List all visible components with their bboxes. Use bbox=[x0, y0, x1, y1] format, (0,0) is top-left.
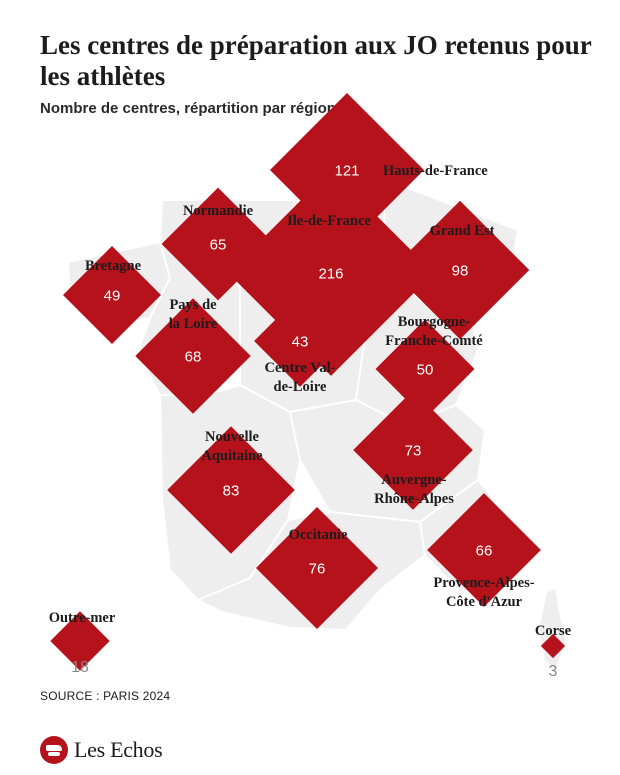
region-label-line: Corse bbox=[535, 623, 572, 639]
region-label-line: la Loire bbox=[169, 316, 218, 332]
brand-logo: Les Echos bbox=[40, 733, 163, 767]
region-label-line: de-Loire bbox=[274, 379, 327, 395]
region-label-provence-alpes-cote-dazur: Provence-Alpes- Côte d'Azur bbox=[433, 575, 534, 610]
marker-bourgogne-franche-comte bbox=[375, 319, 475, 419]
marker-occitanie bbox=[255, 506, 379, 630]
region-label-line: Rhône-Alpes bbox=[374, 491, 454, 507]
value-label-bourgogne-franche-comte: 50 bbox=[417, 362, 434, 379]
region-label-line: Bourgogne- bbox=[398, 314, 471, 330]
region-label-normandie: Normandie bbox=[183, 203, 254, 219]
region-label-line: Pays de bbox=[169, 297, 217, 313]
marker-grand-est bbox=[390, 200, 530, 340]
marker-corse bbox=[540, 633, 566, 659]
chart-title: Les centres de préparation aux JO retenu… bbox=[40, 30, 592, 91]
value-label-grand-est: 98 bbox=[452, 263, 469, 280]
region-label-grand-est: Grand Est bbox=[430, 223, 495, 239]
region-label-centre-val-de-loire: Centre Val-de-Loire bbox=[264, 360, 335, 395]
value-label-hauts-de-france: 121 bbox=[334, 163, 359, 180]
value-label-nouvelle-aquitaine: 83 bbox=[223, 483, 240, 500]
region-markers: 121 Hauts-de-France 65 Normandie 216 Ile-de-F… bbox=[49, 93, 572, 680]
region-label-line: Grand Est bbox=[430, 223, 495, 239]
region-label-line: Provence-Alpes- bbox=[433, 575, 534, 591]
region-label-line: Côte d'Azur bbox=[446, 594, 523, 610]
chart-subtitle: Nombre de centres, répartition par régio… bbox=[40, 100, 336, 117]
region-label-line: Hauts-de-France bbox=[383, 163, 488, 179]
region-label-hauts-de-france: Hauts-de-France bbox=[383, 163, 488, 179]
value-label-pays-de-la-loire: 68 bbox=[185, 349, 202, 366]
brand-name: Les Echos bbox=[74, 737, 163, 762]
region-label-line: Auvergne- bbox=[381, 472, 446, 488]
region-label-ile-de-france: Ile-de-France bbox=[287, 213, 371, 229]
source-note: SOURCE : PARIS 2024 bbox=[40, 689, 171, 703]
region-label-line: Franche-Comté bbox=[385, 333, 483, 349]
marker-auvergne-rhone-alpes bbox=[353, 390, 473, 510]
region-label-line: Aquitaine bbox=[201, 448, 263, 464]
marker-bretagne bbox=[63, 246, 161, 344]
region-label-line: Normandie bbox=[183, 203, 254, 219]
region-label-line: Ile-de-France bbox=[287, 213, 371, 229]
region-label-line: Centre Val- bbox=[264, 360, 335, 376]
value-label-auvergne-rhone-alpes: 73 bbox=[405, 443, 422, 460]
region-label-corse: Corse bbox=[535, 623, 572, 639]
region-label-bretagne: Bretagne bbox=[85, 258, 142, 274]
region-label-pays-de-la-loire: Pays de la Loire bbox=[169, 297, 218, 332]
region-label-line: Outre-mer bbox=[49, 610, 116, 626]
region-label-auvergne-rhone-alpes: Auvergne- Rhône-Alpes bbox=[374, 472, 454, 507]
value-label-corse: 3 bbox=[549, 663, 558, 680]
marker-provence-alpes-cote-dazur bbox=[427, 493, 541, 607]
marker-outre-mer bbox=[50, 611, 110, 671]
value-label-provence-alpes-cote-dazur: 66 bbox=[476, 543, 493, 560]
region-label-line: Occitanie bbox=[289, 527, 348, 543]
region-label-outre-mer: Outre-mer bbox=[49, 610, 116, 626]
region-label-bourgogne-franche-comte: Bourgogne- Franche-Comté bbox=[385, 314, 483, 349]
les-echos-logo-icon bbox=[40, 736, 68, 764]
marker-pays-de-la-loire bbox=[135, 298, 251, 414]
region-label-line: Nouvelle bbox=[205, 429, 260, 445]
marker-nouvelle-aquitaine bbox=[167, 426, 295, 554]
value-label-centre-val-de-loire: 43 bbox=[292, 334, 309, 351]
value-label-occitanie: 76 bbox=[309, 561, 326, 578]
marker-centre-val-de-loire bbox=[254, 295, 346, 387]
value-label-ile-de-france: 216 bbox=[318, 266, 343, 283]
region-label-nouvelle-aquitaine: Nouvelle Aquitaine bbox=[201, 429, 263, 464]
value-label-bretagne: 49 bbox=[104, 288, 121, 305]
region-label-occitanie: Occitanie bbox=[289, 527, 348, 543]
value-label-normandie: 65 bbox=[210, 237, 227, 254]
value-label-outre-mer: 18 bbox=[71, 659, 89, 676]
region-label-line: Bretagne bbox=[85, 258, 142, 274]
